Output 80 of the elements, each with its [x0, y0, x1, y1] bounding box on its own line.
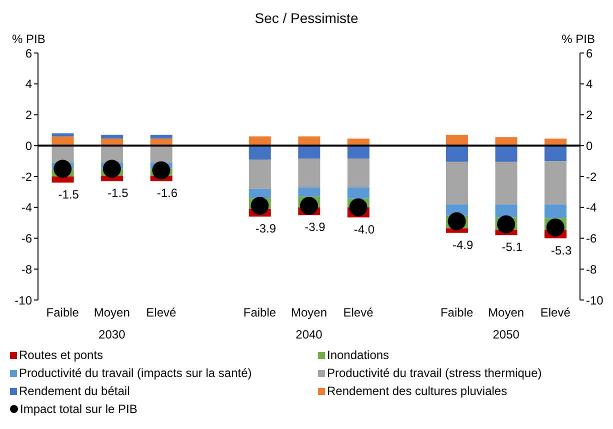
- y-tick-label: -10: [14, 293, 32, 308]
- y-tick-label: -2: [21, 170, 32, 184]
- legend-label: Impact total sur le PIB: [20, 402, 138, 416]
- y2-tick-label: -6: [586, 232, 597, 246]
- data-label: -1.5: [58, 188, 80, 202]
- x-tick-label: Faible: [440, 306, 474, 320]
- bar: [544, 146, 567, 162]
- y2-tick-label: 0: [586, 138, 593, 153]
- text: 2030: [98, 328, 126, 342]
- y-axis-title: % PIB: [12, 32, 46, 46]
- bar: [52, 133, 74, 136]
- bar: [248, 188, 271, 198]
- bar: [52, 176, 74, 183]
- bar: [446, 162, 468, 204]
- y-tick-label: -6: [21, 232, 32, 246]
- y2-tick-label: -8: [586, 262, 597, 276]
- x-tick-label: Moyen: [290, 306, 328, 320]
- legend-label: Routes et ponts: [19, 348, 104, 362]
- data-label: -1.5: [108, 186, 129, 200]
- y2-tick-label: 6: [586, 46, 593, 60]
- legend-label: Productivité du travail (impacts sur la santé): [19, 366, 252, 380]
- y2-tick-label: -10: [586, 293, 604, 308]
- bar: [347, 187, 370, 199]
- y2-tick-label: -4: [586, 200, 597, 215]
- y-tick-label: 2: [25, 108, 32, 122]
- point: [497, 215, 516, 234]
- bar: [544, 161, 567, 204]
- data-label: -3.9: [255, 222, 276, 236]
- x-tick-label: Elevé: [146, 306, 177, 320]
- bar: [446, 146, 468, 162]
- point: [300, 196, 318, 215]
- point: [250, 196, 269, 215]
- bar: [150, 134, 172, 139]
- y-tick-label: -4: [21, 200, 32, 215]
- data-label: -5.3: [551, 243, 572, 258]
- bar: [495, 162, 518, 204]
- y-tick-label: -8: [21, 262, 32, 276]
- chart-title: Sec / Pessimiste: [254, 10, 360, 26]
- bar: [150, 146, 172, 163]
- bar: [101, 134, 124, 139]
- bar: [347, 146, 370, 159]
- x-tick-label: Elevé: [343, 306, 374, 320]
- bar: [544, 204, 567, 218]
- x-tick-label: Moyen: [94, 306, 130, 320]
- point: [102, 160, 121, 178]
- legend-label: Rendement du bétail: [19, 384, 130, 398]
- x-tick-label: Faible: [46, 306, 80, 320]
- point: [349, 198, 368, 216]
- y2-tick-label: 2: [586, 108, 593, 122]
- y-tick-label: 0: [25, 138, 32, 153]
- bar: [298, 187, 320, 197]
- bar: [298, 146, 320, 159]
- text: 2050: [492, 328, 520, 342]
- bar: [495, 146, 518, 162]
- data-label: -5.1: [502, 240, 523, 254]
- legend-label: Rendement des cultures pluviales: [327, 384, 508, 398]
- bar: [298, 158, 320, 188]
- point: [546, 218, 564, 236]
- y2-tick-label: -2: [586, 170, 597, 184]
- data-label: -4.0: [354, 222, 375, 236]
- text: 2040: [296, 328, 323, 342]
- data-label: -3.9: [304, 220, 326, 234]
- y-tick-label: 6: [25, 46, 32, 60]
- data-label: -4.9: [452, 238, 474, 252]
- bar: [495, 204, 518, 218]
- bar: [248, 160, 271, 189]
- point: [54, 160, 72, 178]
- data-label: -1.6: [156, 186, 178, 200]
- legend-label: Inondations: [327, 348, 390, 362]
- point: [448, 212, 466, 230]
- bar: [347, 158, 370, 188]
- legend-label: Productivité du travail (stress thermique): [327, 366, 542, 380]
- x-tick-label: Elevé: [540, 306, 571, 320]
- x-tick-label: Moyen: [488, 306, 524, 320]
- bar: [248, 146, 271, 160]
- y2-axis-title: % PIB: [562, 32, 595, 46]
- x-tick-label: Faible: [243, 306, 276, 320]
- y2-tick-label: 4: [586, 77, 593, 92]
- y-tick-label: 4: [25, 77, 32, 92]
- point: [152, 161, 170, 180]
